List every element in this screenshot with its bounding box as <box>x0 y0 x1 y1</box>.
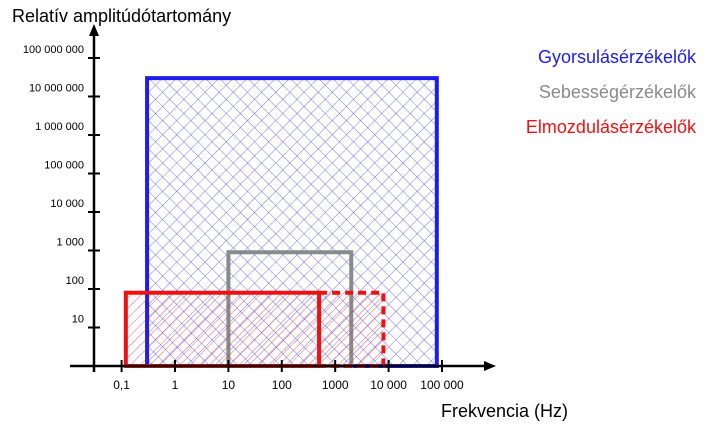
legend-entry: Sebességérzékelők <box>539 82 697 102</box>
x-tick-label: 100 000 <box>420 378 464 392</box>
legend-entry: Elmozdulásérzékelők <box>526 117 697 137</box>
y-tick-label: 10 000 <box>50 198 84 210</box>
region-3-2 <box>317 290 386 369</box>
y-tick-label: 10 000 000 <box>29 83 84 95</box>
y-tick-label: 100 <box>66 275 84 287</box>
y-tick-label: 1 000 000 <box>35 121 84 133</box>
x-tick-label: 1000 <box>322 378 349 392</box>
x-tick-label: 10 000 <box>370 378 407 392</box>
x-tick-label: 10 <box>222 378 236 392</box>
axes <box>70 24 496 372</box>
x-axis-title: Frekvencia (Hz) <box>441 401 568 421</box>
y-axis-title: Relatív amplitúdótartomány <box>12 6 231 26</box>
y-axis-arrow <box>89 24 99 36</box>
x-ticks: 0,1 1 10 100 1000 10 000 100 000 <box>113 360 464 392</box>
x-axis-arrow <box>484 361 496 371</box>
y-ticks: 10 100 1 000 10 000 100 000 1 000 000 10 000 0… <box>23 44 100 329</box>
y-tick-label: 100 000 000 <box>23 44 84 56</box>
x-tick-label: 0,1 <box>113 378 130 392</box>
y-tick-label: 100 000 <box>44 160 84 172</box>
y-tick-label: 10 <box>72 314 84 326</box>
y-tick-label: 1 000 <box>56 237 84 249</box>
data-regions <box>123 76 439 369</box>
legend-entry: Gyorsulásérzékelők <box>538 47 697 67</box>
x-tick-label: 100 <box>272 378 292 392</box>
x-tick-label: 1 <box>172 378 179 392</box>
region-3-1 <box>123 290 322 369</box>
legend: Gyorsulásérzékelők Sebességérzékelők Elmoz… <box>526 47 697 137</box>
